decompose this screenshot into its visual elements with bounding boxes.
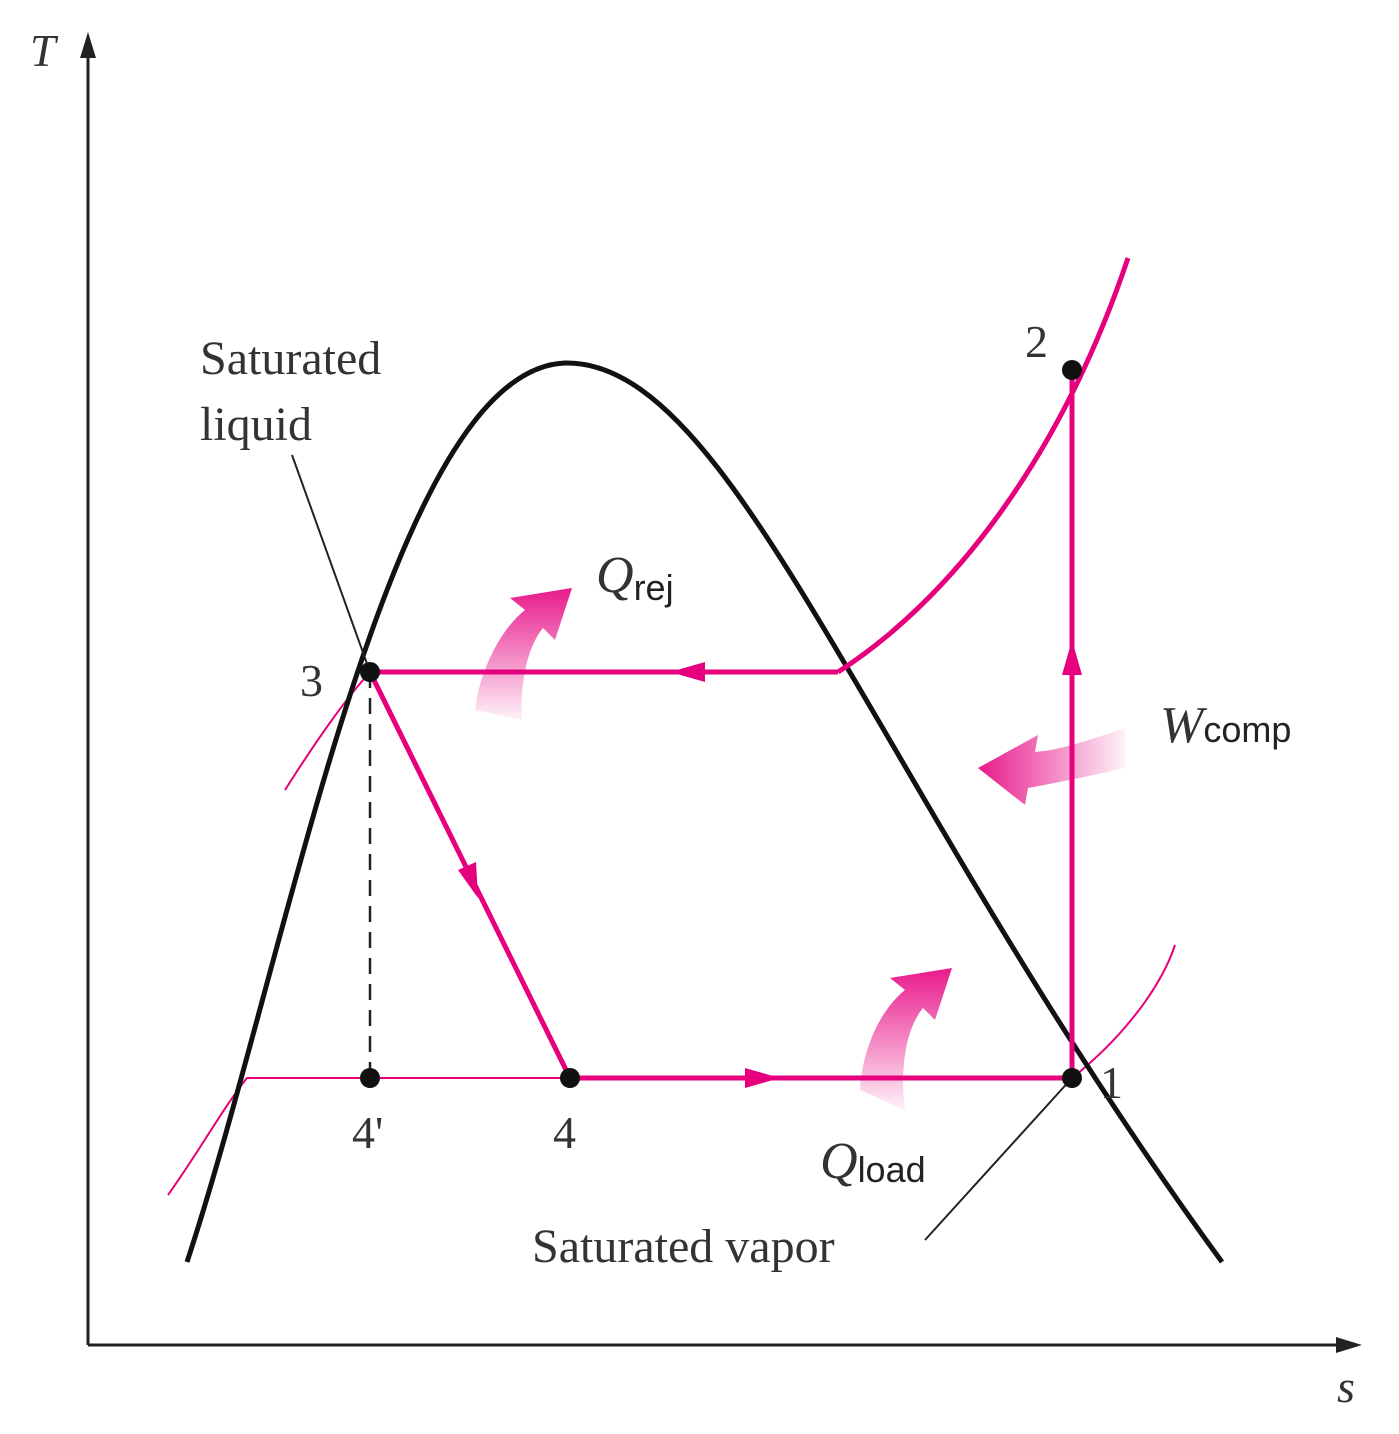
wcomp-label: Wcomp (1160, 697, 1291, 754)
subscript: comp (1203, 709, 1291, 750)
qrej-label: Qrej (596, 547, 674, 608)
point-label: 4' (352, 1107, 383, 1158)
point-label: 2 (1025, 316, 1048, 367)
point-label: 3 (300, 655, 323, 706)
y-label: T (30, 25, 59, 76)
wcomp-arrow (978, 728, 1125, 805)
symbol: Q (596, 547, 634, 604)
qrej-arrow (475, 588, 572, 720)
annotation: liquid (200, 398, 312, 451)
subscript: rej (634, 567, 674, 608)
annotation: Saturated (200, 332, 381, 385)
x-label: s (1337, 1361, 1355, 1412)
symbol: W (1160, 697, 1208, 754)
flow-arrows (458, 640, 1082, 1088)
state-points (360, 360, 1082, 1088)
axes (86, 50, 1345, 1347)
point-label: 4 (553, 1107, 576, 1158)
leaders (291, 454, 1073, 1241)
subscript: load (858, 1149, 926, 1190)
qload-arrow (860, 968, 952, 1110)
y-arrow (80, 32, 96, 58)
saturation-dome (184, 360, 1225, 1264)
x-arrow (1336, 1337, 1362, 1353)
qload-label: Qload (820, 1133, 926, 1190)
point-label: 1 (1100, 1057, 1123, 1108)
symbol: Q (820, 1133, 858, 1190)
cycle (367, 257, 1131, 1081)
annotation: Saturated vapor (532, 1220, 835, 1273)
